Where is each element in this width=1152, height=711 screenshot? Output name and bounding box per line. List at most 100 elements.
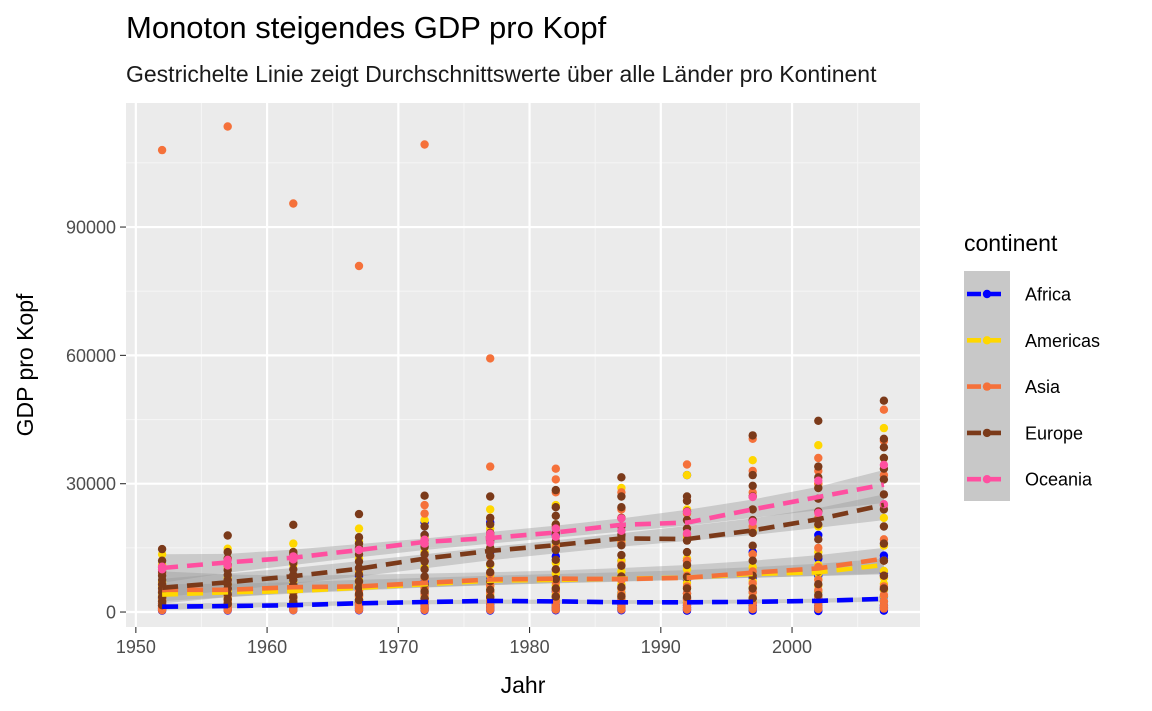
data-point bbox=[879, 571, 889, 580]
legend-item-americas: Americas bbox=[967, 331, 1100, 351]
data-point bbox=[354, 557, 364, 566]
data-point bbox=[879, 475, 889, 484]
data-point bbox=[814, 508, 823, 517]
y-tick-label: 0 bbox=[106, 603, 116, 623]
data-point bbox=[814, 453, 823, 463]
data-point bbox=[420, 550, 429, 559]
data-point bbox=[879, 513, 889, 523]
data-point bbox=[879, 423, 889, 433]
data-point bbox=[420, 515, 429, 525]
data-point bbox=[420, 491, 429, 500]
legend-point bbox=[982, 289, 992, 299]
x-tick-label: 1950 bbox=[116, 637, 156, 657]
mean-lines bbox=[161, 482, 885, 609]
smooth-band-oceania bbox=[162, 470, 884, 583]
legend-point bbox=[982, 336, 992, 345]
data-point bbox=[879, 434, 889, 443]
data-point bbox=[551, 475, 560, 484]
data-point bbox=[354, 595, 364, 605]
data-point bbox=[814, 552, 823, 561]
data-point bbox=[814, 462, 823, 471]
data-point bbox=[354, 524, 364, 533]
data-point bbox=[748, 556, 757, 565]
data-point bbox=[617, 492, 626, 501]
data-point bbox=[814, 580, 823, 589]
legend-title: continent bbox=[964, 230, 1058, 256]
legend-label: Asia bbox=[1025, 377, 1061, 397]
data-point bbox=[682, 529, 692, 538]
data-point bbox=[223, 547, 232, 557]
data-point bbox=[223, 531, 232, 540]
data-point bbox=[354, 539, 364, 548]
x-tick-label: 1980 bbox=[510, 637, 550, 657]
data-point bbox=[354, 509, 364, 519]
x-tick-label: 1970 bbox=[378, 637, 418, 657]
data-point bbox=[551, 464, 560, 473]
data-point bbox=[420, 565, 429, 574]
data-point bbox=[486, 568, 495, 577]
grid-major bbox=[126, 103, 920, 627]
data-point bbox=[551, 584, 560, 593]
legend-item-europe: Europe bbox=[967, 423, 1083, 443]
y-tick-label: 60000 bbox=[66, 346, 116, 366]
data-point bbox=[814, 543, 823, 553]
plot-panel bbox=[126, 103, 920, 627]
data-point bbox=[617, 473, 626, 482]
data-point bbox=[814, 416, 823, 425]
x-tick-label: 1960 bbox=[247, 637, 287, 657]
data-point bbox=[879, 522, 889, 531]
data-point bbox=[486, 513, 495, 523]
data-point bbox=[879, 584, 889, 593]
data-point bbox=[486, 354, 495, 363]
data-point bbox=[354, 533, 364, 542]
y-axis-title: GDP pro Kopf bbox=[12, 293, 38, 436]
data-point bbox=[354, 583, 364, 592]
data-point bbox=[223, 122, 232, 131]
data-point bbox=[617, 592, 626, 601]
legend-items: Africa Americas Asia Europe Oceania bbox=[967, 285, 1100, 490]
data-point bbox=[551, 545, 560, 555]
data-point bbox=[551, 555, 560, 564]
x-tick-label: 1990 bbox=[641, 637, 681, 657]
x-tick-label: 2000 bbox=[772, 637, 812, 657]
data-point bbox=[486, 505, 495, 514]
data-point bbox=[420, 522, 429, 531]
data-point bbox=[551, 574, 560, 584]
data-point bbox=[682, 460, 692, 469]
data-point bbox=[814, 590, 823, 600]
legend-item-africa: Africa bbox=[967, 285, 1072, 305]
legend-label: Europe bbox=[1025, 423, 1083, 443]
data-point bbox=[354, 589, 364, 599]
data-point bbox=[551, 524, 560, 533]
data-point bbox=[814, 483, 823, 493]
data-point bbox=[748, 528, 757, 538]
chart-subtitle: Gestrichelte Linie zeigt Durchschnittswe… bbox=[126, 61, 877, 87]
data-point bbox=[354, 261, 364, 271]
mean-line-oceania bbox=[161, 482, 885, 571]
data-point bbox=[879, 590, 889, 600]
legend-item-asia: Asia bbox=[967, 377, 1061, 397]
data-point bbox=[879, 539, 889, 548]
data-point bbox=[879, 405, 889, 414]
legend-item-oceania: Oceania bbox=[967, 470, 1093, 490]
data-point bbox=[748, 584, 757, 593]
legend-point bbox=[982, 382, 992, 391]
data-point bbox=[748, 481, 757, 490]
data-point bbox=[289, 539, 298, 548]
data-point bbox=[551, 592, 560, 601]
data-point bbox=[748, 550, 757, 559]
data-point bbox=[551, 565, 560, 574]
data-point bbox=[814, 476, 823, 485]
data-point bbox=[551, 485, 560, 495]
x-axis-title: Jahr bbox=[501, 672, 546, 698]
data-point bbox=[551, 503, 560, 512]
data-point bbox=[617, 503, 626, 512]
data-point bbox=[289, 565, 298, 574]
data-point bbox=[617, 583, 626, 592]
data-point bbox=[879, 453, 889, 463]
data-point bbox=[617, 561, 626, 570]
data-point bbox=[486, 538, 495, 547]
data-point bbox=[354, 570, 364, 579]
data-point bbox=[748, 470, 757, 480]
